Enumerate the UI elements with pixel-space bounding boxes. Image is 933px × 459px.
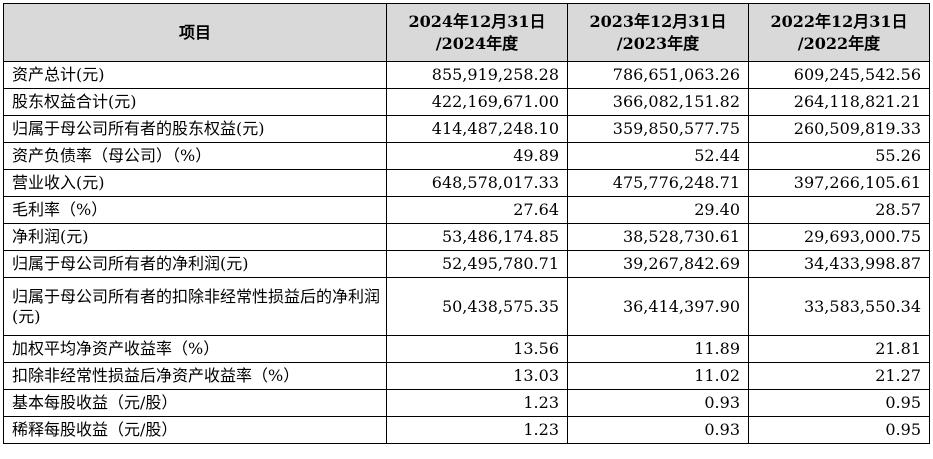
header-row: 项目 2024年12月31日/2024年度 2023年12月31日/2023年度… [3, 3, 930, 62]
row-label: 资产总计(元) [3, 61, 387, 89]
cell-2023: 786,651,063.26 [567, 61, 749, 89]
cell-2022: 260,509,819.33 [748, 115, 930, 143]
cell-2023: 0.93 [567, 389, 749, 417]
cell-2023: 39,267,842.69 [567, 250, 749, 278]
cell-2022: 21.81 [748, 335, 930, 363]
row-label: 毛利率（%） [3, 196, 387, 224]
cell-2024: 648,578,017.33 [386, 169, 568, 197]
cell-2023: 36,414,397.90 [567, 277, 749, 336]
table-row: 股东权益合计(元) 422,169,671.00 366,082,151.82 … [3, 88, 930, 116]
table-row: 净利润(元) 53,486,174.85 38,528,730.61 29,69… [3, 223, 930, 251]
cell-2024: 855,919,258.28 [386, 61, 568, 89]
cell-2023: 11.02 [567, 362, 749, 390]
cell-2022: 397,266,105.61 [748, 169, 930, 197]
header-item: 项目 [3, 3, 387, 62]
cell-2023: 475,776,248.71 [567, 169, 749, 197]
row-label: 归属于母公司所有者的股东权益(元) [3, 115, 387, 143]
row-label: 归属于母公司所有者的扣除非经常性损益后的净利润(元) [3, 277, 387, 336]
cell-2022: 55.26 [748, 142, 930, 170]
row-label: 净利润(元) [3, 223, 387, 251]
table-row: 资产总计(元) 855,919,258.28 786,651,063.26 60… [3, 61, 930, 89]
table-body: 资产总计(元) 855,919,258.28 786,651,063.26 60… [3, 61, 930, 444]
row-label: 加权平均净资产收益率（%） [3, 335, 387, 363]
table-row: 营业收入(元) 648,578,017.33 475,776,248.71 39… [3, 169, 930, 197]
row-label: 资产负债率（母公司）（%） [3, 142, 387, 170]
cell-2024: 53,486,174.85 [386, 223, 568, 251]
cell-2024: 422,169,671.00 [386, 88, 568, 116]
cell-2024: 1.23 [386, 416, 568, 444]
table-row: 资产负债率（母公司）（%） 49.89 52.44 55.26 [3, 142, 930, 170]
row-label: 营业收入(元) [3, 169, 387, 197]
table-row: 基本每股收益（元/股） 1.23 0.93 0.95 [3, 389, 930, 417]
financial-summary-table: 项目 2024年12月31日/2024年度 2023年12月31日/2023年度… [3, 3, 930, 444]
cell-2023: 29.40 [567, 196, 749, 224]
cell-2022: 33,583,550.34 [748, 277, 930, 336]
cell-2023: 38,528,730.61 [567, 223, 749, 251]
cell-2024: 414,487,248.10 [386, 115, 568, 143]
table-header: 项目 2024年12月31日/2024年度 2023年12月31日/2023年度… [3, 3, 930, 62]
table-row: 归属于母公司所有者的股东权益(元) 414,487,248.10 359,850… [3, 115, 930, 143]
cell-2023: 359,850,577.75 [567, 115, 749, 143]
header-2023: 2023年12月31日/2023年度 [567, 3, 749, 62]
row-label: 股东权益合计(元) [3, 88, 387, 116]
table-row: 毛利率（%） 27.64 29.40 28.57 [3, 196, 930, 224]
cell-2024: 1.23 [386, 389, 568, 417]
table-row: 稀释每股收益（元/股） 1.23 0.93 0.95 [3, 416, 930, 444]
cell-2022: 29,693,000.75 [748, 223, 930, 251]
cell-2022: 264,118,821.21 [748, 88, 930, 116]
cell-2024: 13.03 [386, 362, 568, 390]
row-label: 稀释每股收益（元/股） [3, 416, 387, 444]
cell-2023: 11.89 [567, 335, 749, 363]
cell-2022: 0.95 [748, 416, 930, 444]
table-row: 归属于母公司所有者的扣除非经常性损益后的净利润(元) 50,438,575.35… [3, 277, 930, 336]
row-label: 归属于母公司所有者的净利润(元) [3, 250, 387, 278]
header-2022: 2022年12月31日/2022年度 [748, 3, 930, 62]
cell-2024: 52,495,780.71 [386, 250, 568, 278]
table-row: 加权平均净资产收益率（%） 13.56 11.89 21.81 [3, 335, 930, 363]
cell-2024: 13.56 [386, 335, 568, 363]
table-row: 扣除非经常性损益后净资产收益率（%） 13.03 11.02 21.27 [3, 362, 930, 390]
table-row: 归属于母公司所有者的净利润(元) 52,495,780.71 39,267,84… [3, 250, 930, 278]
cell-2024: 49.89 [386, 142, 568, 170]
cell-2022: 28.57 [748, 196, 930, 224]
cell-2024: 50,438,575.35 [386, 277, 568, 336]
header-2024: 2024年12月31日/2024年度 [386, 3, 568, 62]
cell-2022: 21.27 [748, 362, 930, 390]
cell-2022: 609,245,542.56 [748, 61, 930, 89]
row-label: 扣除非经常性损益后净资产收益率（%） [3, 362, 387, 390]
row-label: 基本每股收益（元/股） [3, 389, 387, 417]
cell-2022: 34,433,998.87 [748, 250, 930, 278]
cell-2023: 0.93 [567, 416, 749, 444]
cell-2023: 366,082,151.82 [567, 88, 749, 116]
cell-2023: 52.44 [567, 142, 749, 170]
cell-2024: 27.64 [386, 196, 568, 224]
cell-2022: 0.95 [748, 389, 930, 417]
